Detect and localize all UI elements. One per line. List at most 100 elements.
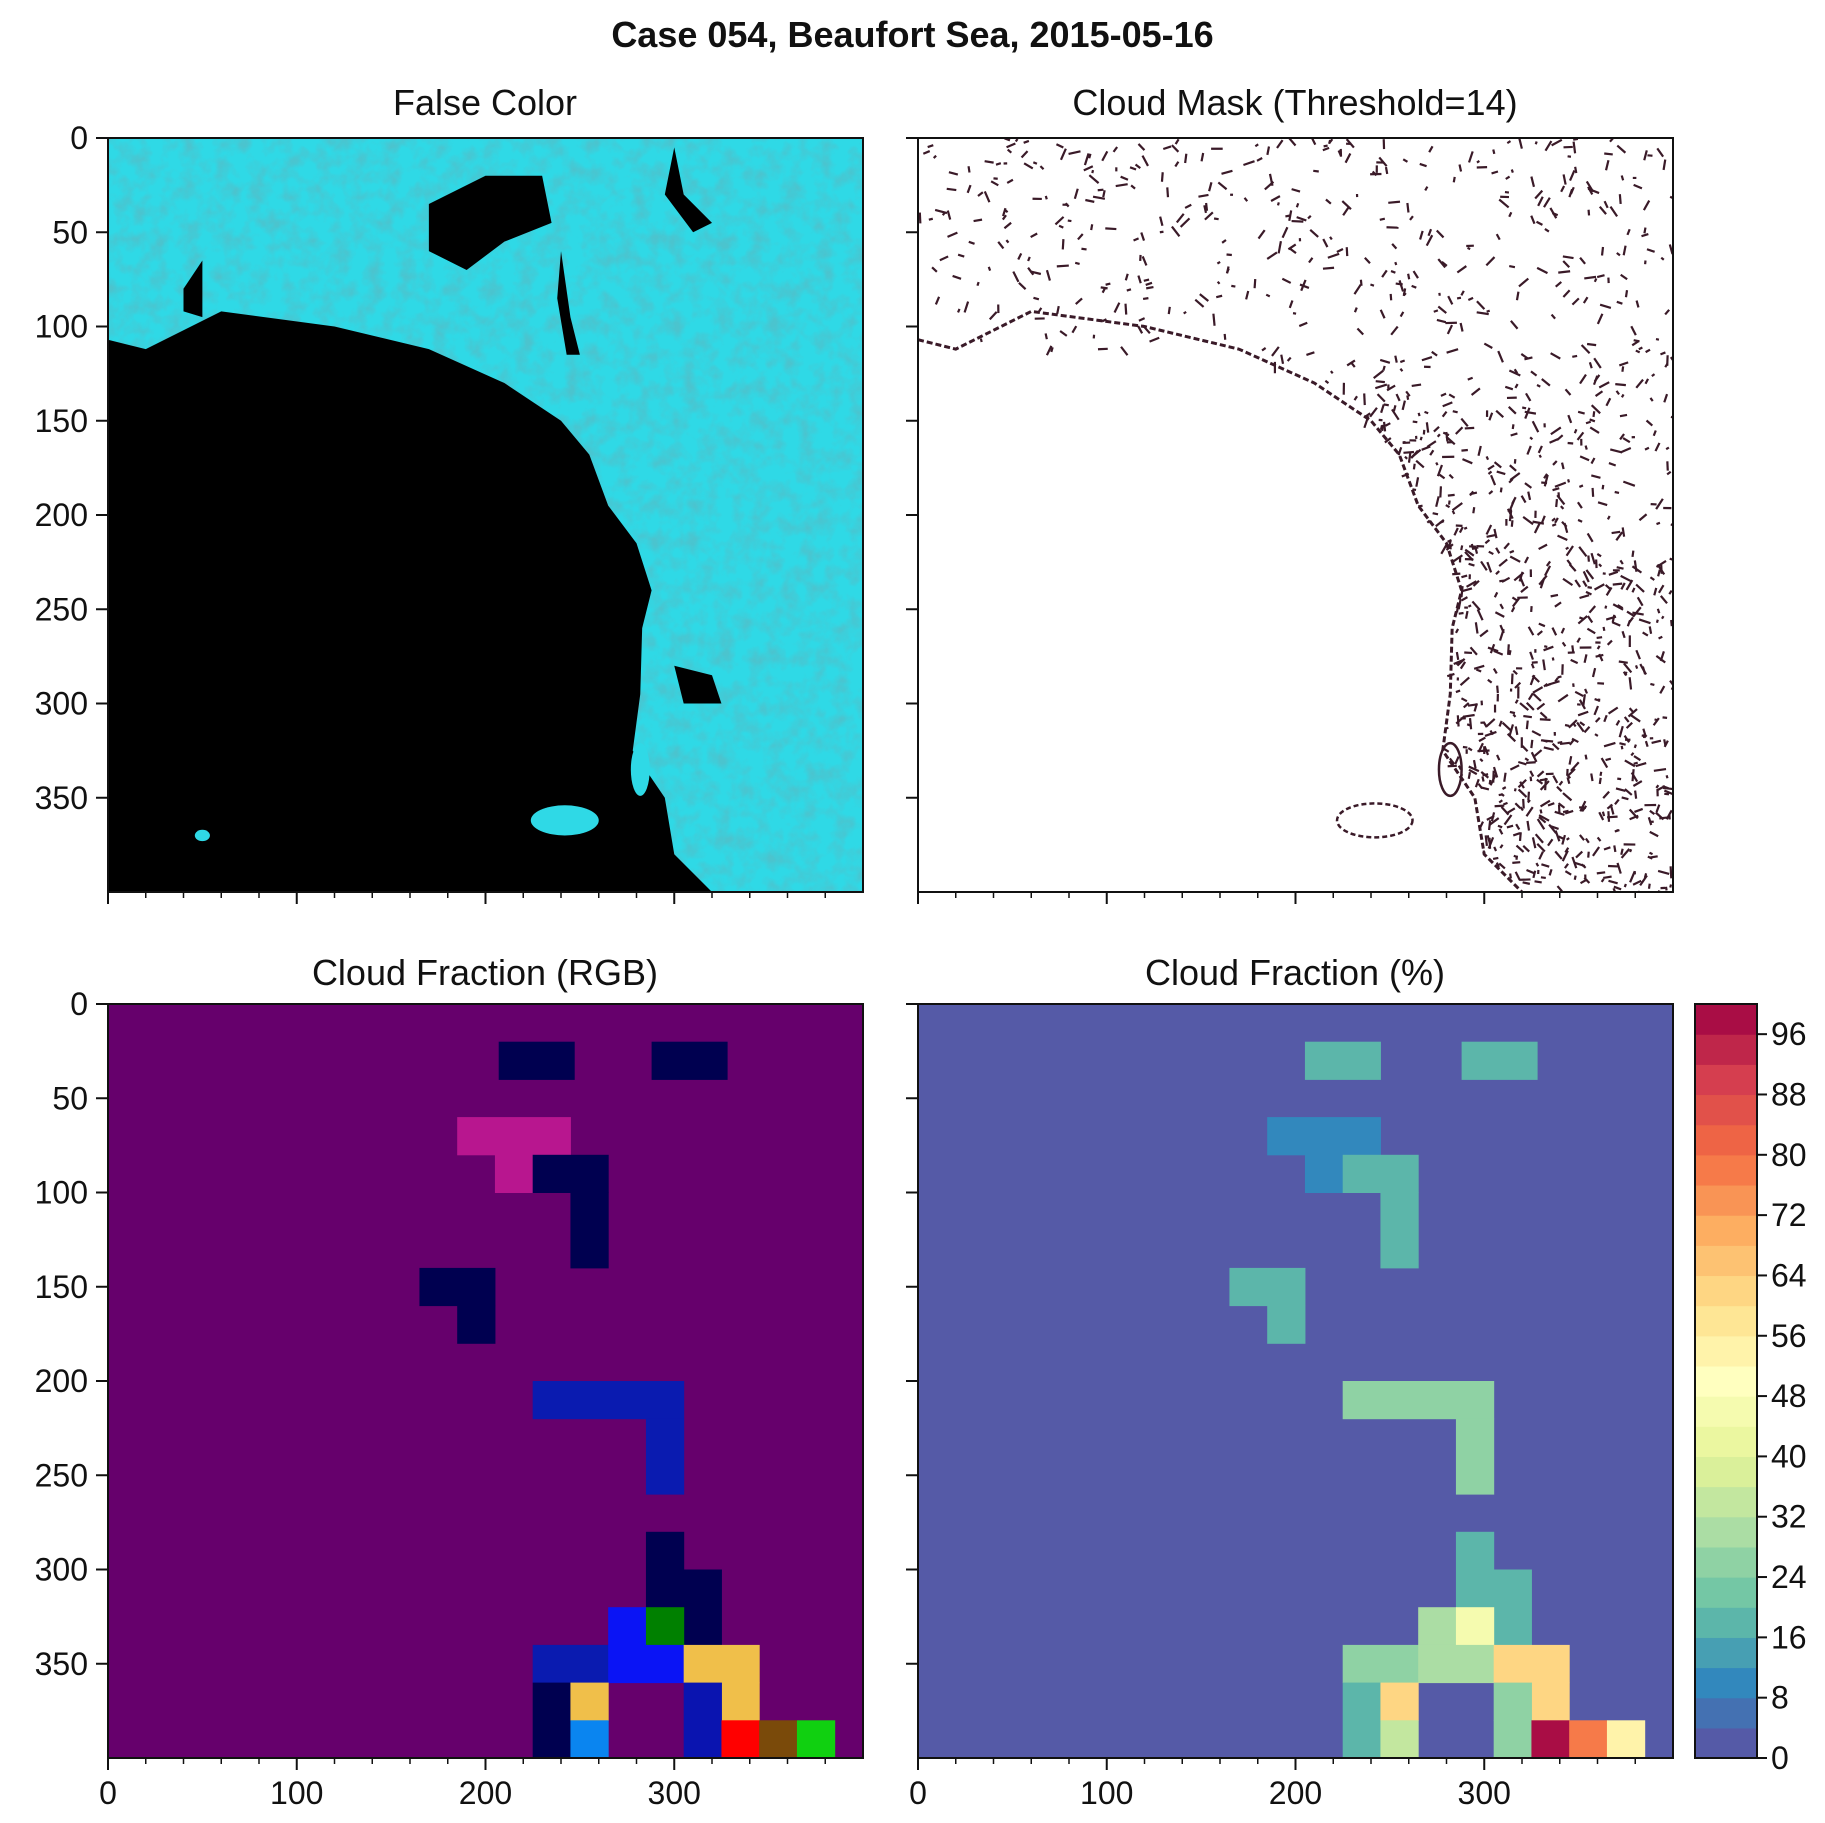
mask-pixel — [1469, 490, 1475, 497]
mask-pixel — [1492, 766, 1499, 778]
mask-pixel — [1493, 846, 1498, 852]
mask-pixel — [1554, 830, 1561, 842]
mask-pixel — [1554, 677, 1559, 683]
mask-pixel — [1565, 545, 1574, 557]
mask-pixel — [1184, 203, 1192, 209]
mask-pixel — [1527, 692, 1534, 701]
mask-pixel — [1539, 577, 1546, 589]
mask-pixel — [1577, 710, 1589, 717]
mask-pixel — [1476, 300, 1486, 310]
mask-pixel — [1531, 730, 1542, 737]
mask-pixel — [1488, 837, 1492, 849]
mask-pixel — [1337, 150, 1343, 157]
mask-pixel — [1527, 791, 1531, 801]
mask-pixel — [1435, 461, 1439, 466]
mask-pixel — [1470, 387, 1481, 396]
mask-pixel — [1621, 796, 1629, 801]
mask-pixel — [1573, 861, 1586, 868]
mask-pixel — [1412, 270, 1419, 279]
mask-pixel — [1336, 247, 1344, 254]
mask-pixel — [1593, 583, 1605, 591]
mask-pixel — [1658, 584, 1665, 594]
mask-pixel — [1212, 313, 1216, 326]
colorbar-tick-label: 48 — [1771, 1378, 1807, 1414]
mask-pixel — [1113, 302, 1121, 313]
mask-pixel — [1615, 383, 1626, 387]
mask-pixel — [1455, 651, 1460, 661]
mask-pixel — [1474, 622, 1479, 634]
mask-pixel — [1480, 560, 1488, 571]
mask-pixel — [1628, 808, 1639, 820]
colorbar-swatch — [1695, 1667, 1757, 1699]
mask-pixel — [1514, 383, 1519, 389]
mask-pixel — [1115, 183, 1128, 188]
mask-pixel — [1296, 216, 1307, 222]
mask-pixel — [1584, 445, 1588, 450]
mask-pixel — [1564, 809, 1574, 815]
mask-pixel — [1514, 871, 1521, 881]
mask-pixel — [1350, 362, 1356, 368]
mask-pixel — [1593, 278, 1598, 283]
mask-pixel — [987, 266, 992, 271]
mask-pixel — [1448, 473, 1454, 480]
mask-pixel — [1590, 552, 1596, 565]
mask-pixel — [1306, 351, 1315, 356]
panel-title-cloud-fraction-rgb: Cloud Fraction (RGB) — [312, 952, 658, 993]
mask-pixel — [1588, 361, 1593, 369]
mask-pixel — [1620, 393, 1625, 398]
mask-pixel — [1578, 546, 1588, 558]
mask-pixel — [1467, 151, 1474, 163]
mask-pixel — [1467, 296, 1474, 302]
mask-pixel — [1112, 146, 1119, 153]
mask-pixel — [1492, 856, 1499, 860]
mask-pixel — [1457, 599, 1462, 610]
mask-pixel — [1584, 688, 1588, 694]
colorbar-swatch — [1695, 1154, 1757, 1186]
mask-pixel — [1629, 714, 1641, 723]
mask-pixel — [1656, 521, 1661, 526]
mask-pixel — [1006, 178, 1014, 184]
mask-pixel — [927, 144, 934, 149]
mask-pixel — [1256, 157, 1263, 162]
mask-pixel — [1543, 473, 1548, 479]
mask-pixel — [1614, 490, 1620, 495]
mask-pixel — [1594, 390, 1604, 397]
mask-pixel — [1621, 366, 1625, 372]
mask-pixel — [1379, 309, 1386, 319]
mask-pixel — [1577, 615, 1588, 625]
mask-pixel — [1145, 285, 1154, 290]
mask-pixel — [1149, 336, 1160, 343]
mask-pixel — [952, 274, 962, 280]
mask-pixel — [1628, 707, 1634, 713]
mask-pixel — [1466, 723, 1472, 727]
colorbar-swatch — [1695, 1275, 1757, 1307]
mask-pixel — [1044, 195, 1048, 200]
mask-pixel — [1653, 767, 1667, 772]
mask-pixel — [1611, 614, 1616, 623]
mask-pixel — [1584, 754, 1588, 760]
mask-pixel — [1392, 405, 1397, 412]
mask-pixel — [1576, 721, 1585, 733]
mask-pixel — [1632, 611, 1644, 616]
mask-pixel — [1208, 182, 1213, 192]
mask-pixel — [1665, 775, 1669, 779]
mask-pixel — [1356, 327, 1365, 336]
mask-pixel — [1498, 862, 1506, 870]
mask-pixel — [1487, 820, 1492, 831]
mask-pixel — [1074, 261, 1080, 266]
mask-pixel — [1077, 233, 1084, 241]
mask-pixel — [1572, 141, 1577, 154]
mask-pixel — [1496, 754, 1501, 761]
mask-pixel — [1412, 420, 1418, 424]
mask-pixel — [1503, 772, 1507, 782]
mask-pixel — [1458, 611, 1464, 615]
mask-pixel — [1586, 627, 1596, 635]
mask-pixel — [1577, 410, 1585, 415]
mask-pixel — [1459, 661, 1467, 670]
mask-pixel — [1448, 757, 1455, 765]
mask-pixel — [1593, 357, 1602, 369]
mask-pixel — [1455, 689, 1461, 694]
mask-pixel — [1594, 698, 1599, 702]
mask-pixel — [1655, 498, 1664, 510]
mask-pixel — [1499, 844, 1504, 849]
